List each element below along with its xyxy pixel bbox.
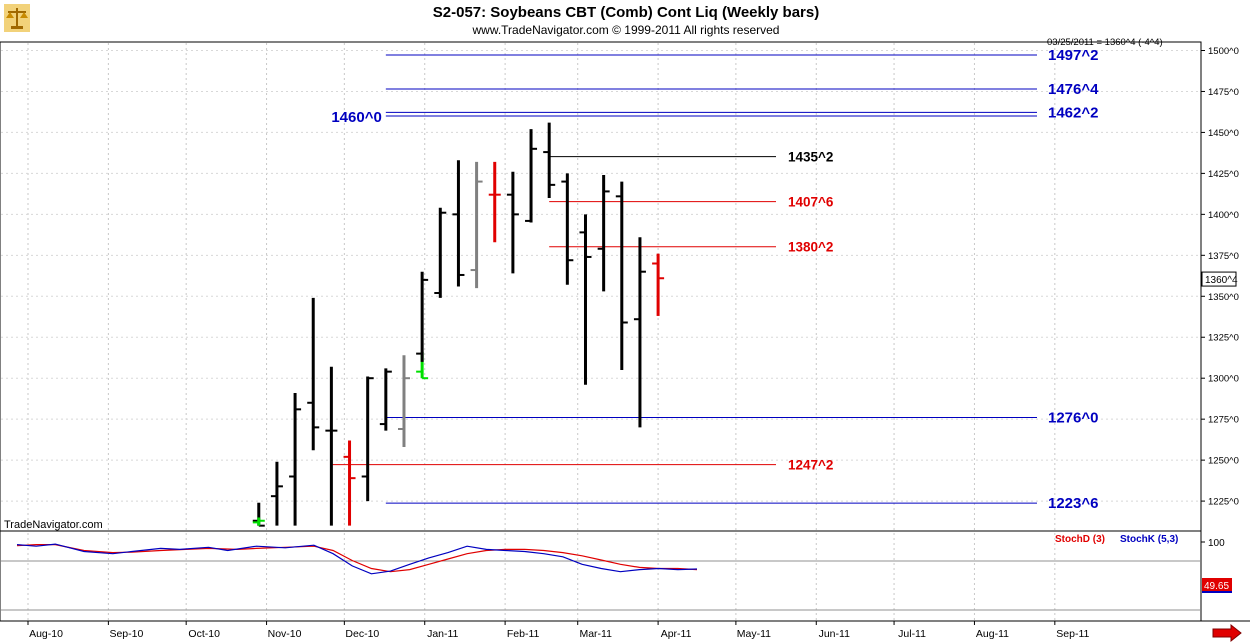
indicator-panel-frame [0, 530, 1202, 622]
y-tick-label: 1475^0 [1208, 87, 1239, 98]
level-label: 1223^6 [1048, 495, 1098, 512]
last-price-label: 1360^4 [1205, 275, 1238, 286]
ohlc-bar [252, 517, 265, 526]
ohlc-bar [506, 171, 519, 274]
horizontal-levels: 1497^2 1476^4 1462^2 1460^0 1435^2 1407^6 1380… [331, 47, 1099, 512]
ohlc-bar [270, 461, 283, 526]
level-label: 1276^0 [1048, 410, 1098, 427]
last-price-box [1201, 271, 1237, 287]
x-tick-label: Sep-10 [109, 628, 143, 640]
price-bars [252, 122, 665, 527]
ohlc-bar [397, 355, 410, 448]
ohlc-bar [470, 161, 483, 289]
level-label: 1460^0 [331, 109, 381, 126]
ohlc-bar [289, 392, 302, 526]
stoch-value-box [1202, 578, 1232, 592]
level-label: 1247^2 [788, 458, 833, 473]
ohlc-bar [633, 237, 646, 428]
price-axis: 1500^0 1475^0 1450^0 1425^0 1400^0 1375^0 1350… [1201, 46, 1239, 508]
ohlc-bar [488, 161, 501, 243]
watermark-text: TradeNavigator.com [4, 519, 103, 531]
y-tick-label: 1300^0 [1208, 374, 1239, 385]
x-tick-label: May-11 [737, 628, 771, 640]
level-label: 1435^2 [788, 150, 833, 165]
ohlc-bar [379, 368, 392, 431]
x-tick-label: Jan-11 [427, 628, 458, 640]
ohlc-bar [652, 253, 665, 316]
ohlc-bar [434, 207, 447, 298]
x-tick-label: Dec-10 [345, 628, 379, 640]
chart-subtitle: www.TradeNavigator.com © 1999-2011 All r… [472, 23, 780, 37]
chart-title: S2-057: Soybeans CBT (Comb) Cont Liq (We… [433, 4, 819, 21]
ohlc-bar [543, 122, 556, 198]
y-tick-label: 1350^0 [1208, 292, 1239, 303]
ohlc-bar [361, 376, 374, 502]
x-tick-label: Oct-10 [188, 628, 220, 640]
price-panel-frame [0, 41, 1202, 532]
level-label: 1462^2 [1048, 104, 1098, 121]
ohlc-bar [307, 297, 320, 451]
ohlc-bar [452, 160, 465, 287]
ohlc-bar [525, 129, 538, 223]
ohlc-bar [325, 366, 338, 526]
x-tick-label: Jun-11 [819, 628, 850, 640]
x-tick-label: Feb-11 [507, 628, 540, 640]
time-axis: Aug-10 Sep-10 Oct-10 Nov-10 Dec-10 Jan-11 Feb-… [27, 621, 1090, 640]
level-label: 1476^4 [1048, 81, 1099, 98]
ohlc-bar [579, 214, 592, 385]
x-tick-label: Apr-11 [661, 628, 692, 640]
stoch-value-label: 49.65 [1204, 581, 1229, 592]
x-tick-label: Aug-11 [976, 628, 1009, 640]
x-tick-label: Nov-10 [268, 628, 302, 640]
x-tick-label: Mar-11 [579, 628, 612, 640]
y-tick-label: 1450^0 [1208, 128, 1239, 139]
scales-logo-icon [4, 4, 30, 32]
y-tick-label: 1225^0 [1208, 497, 1239, 508]
grid-lines [1, 43, 1200, 621]
stochd-line [16, 543, 698, 573]
stochk-line [16, 543, 698, 575]
ohlc-bar [615, 181, 628, 371]
y-tick-label: 1425^0 [1208, 169, 1239, 180]
ohlc-bar [343, 440, 356, 526]
ohlc-bar [561, 173, 574, 285]
right-arrow-icon[interactable] [1212, 623, 1242, 643]
y-tick-label: 1325^0 [1208, 333, 1239, 344]
y-tick-label: 1400^0 [1208, 210, 1239, 221]
level-label: 1497^2 [1048, 47, 1098, 64]
x-tick-label: Jul-11 [898, 628, 926, 640]
stoch-tick-label: 100 [1208, 538, 1225, 549]
level-label: 1380^2 [788, 240, 833, 255]
x-tick-label: Aug-10 [29, 628, 63, 640]
y-tick-label: 1275^0 [1208, 415, 1239, 426]
x-tick-label: Sep-11 [1056, 628, 1089, 640]
y-tick-label: 1500^0 [1208, 46, 1239, 57]
legend-stochk: StochK (5,3) [1120, 534, 1178, 545]
ohlc-bar [416, 271, 429, 362]
stochastic-panel: 100 StochD (3) StochK (5,3) 49.65 [1, 534, 1232, 611]
level-label: 1407^6 [788, 195, 834, 210]
ohlc-bar [597, 175, 610, 292]
y-tick-label: 1375^0 [1208, 251, 1239, 262]
y-tick-label: 1250^0 [1208, 456, 1239, 467]
legend-stochd: StochD (3) [1055, 534, 1105, 545]
last-quote: 03/25/2011 = 1360^4 (-4^4) [1047, 37, 1163, 48]
